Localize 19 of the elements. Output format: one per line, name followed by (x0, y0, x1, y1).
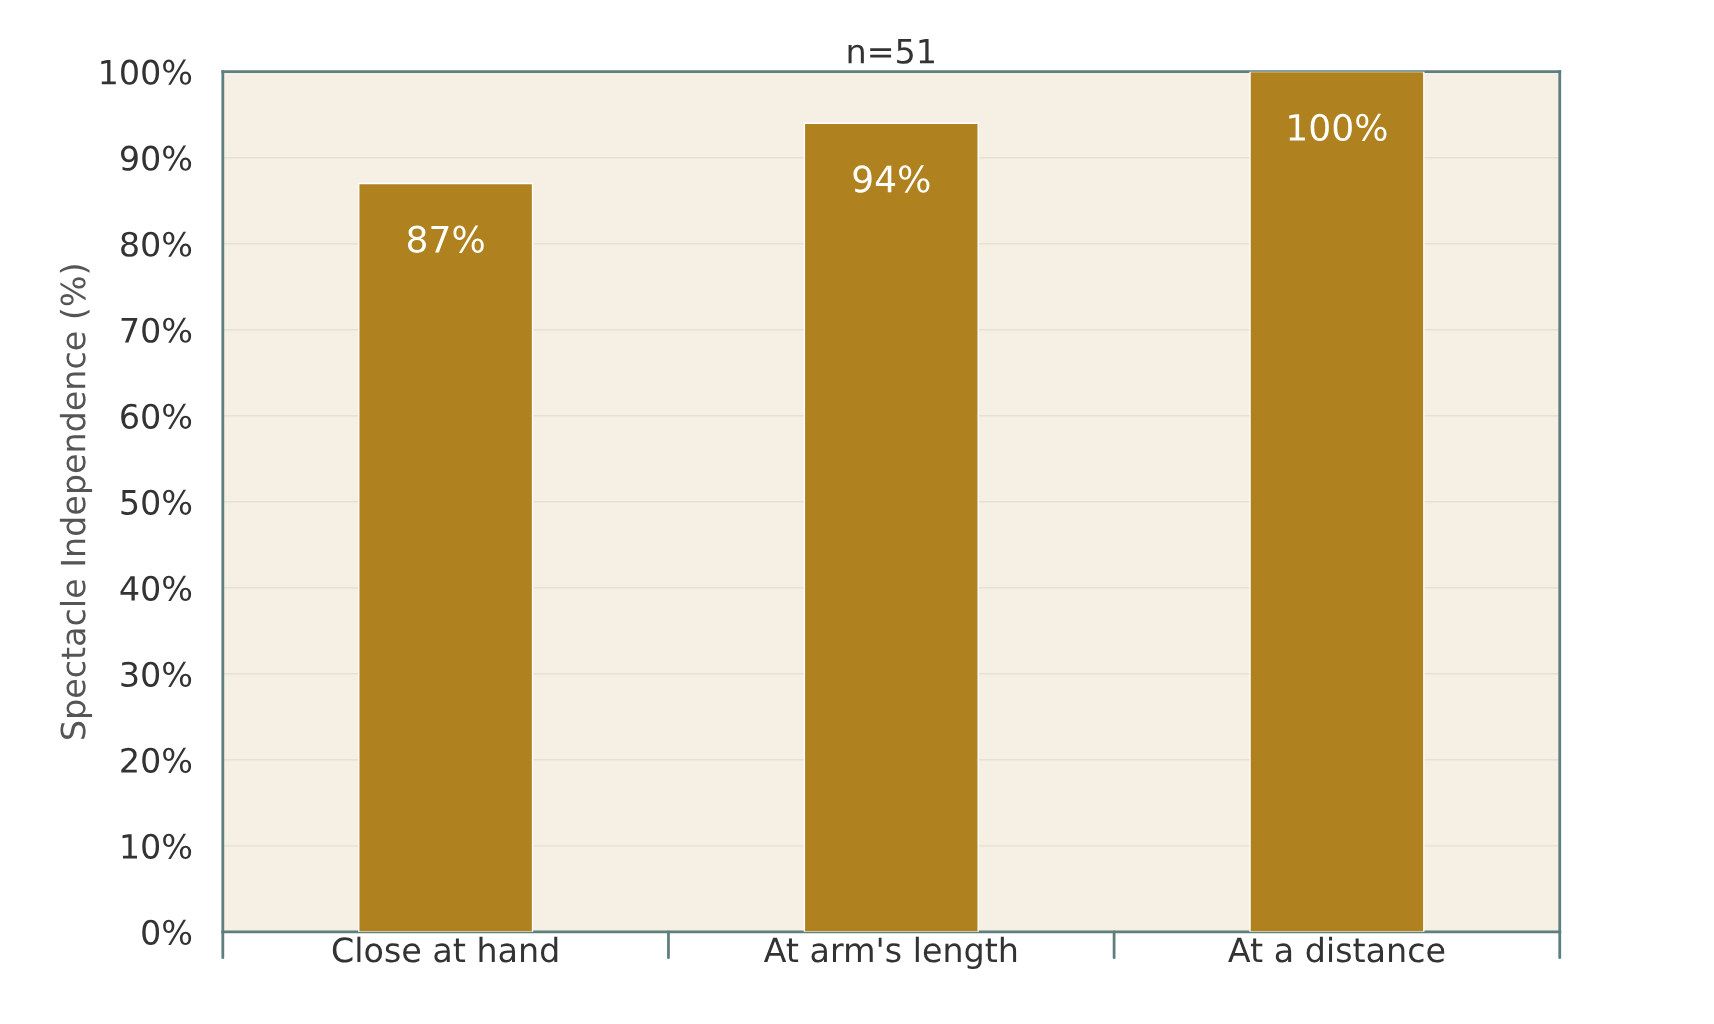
y-tick-label: 50% (121, 489, 192, 515)
y-tick-label: 30% (121, 661, 192, 687)
y-tick-label: 100% (101, 59, 192, 85)
data-label: 87% (407, 225, 484, 253)
data-label: 94% (853, 165, 930, 193)
y-tick-label: 0% (142, 919, 192, 945)
y-tick-label: 40% (120, 575, 192, 601)
y-tick-label: 10% (122, 833, 192, 859)
y-tick-label: 70% (121, 317, 192, 343)
y-tick-label: 80% (121, 231, 192, 257)
data-label: 100% (1289, 113, 1387, 142)
x-tick-label: At arm's length (763, 936, 1017, 969)
chart-title: n=51 (848, 39, 934, 64)
x-tick-label: At a distance (1228, 936, 1445, 963)
y-tick-label: 60% (121, 403, 192, 429)
y-axis-title: Spectacle Independence (%) (59, 265, 93, 739)
y-tick-label: 90% (120, 145, 192, 171)
y-tick-label: 20% (121, 747, 192, 773)
x-tick-label: Close at hand (332, 936, 558, 963)
